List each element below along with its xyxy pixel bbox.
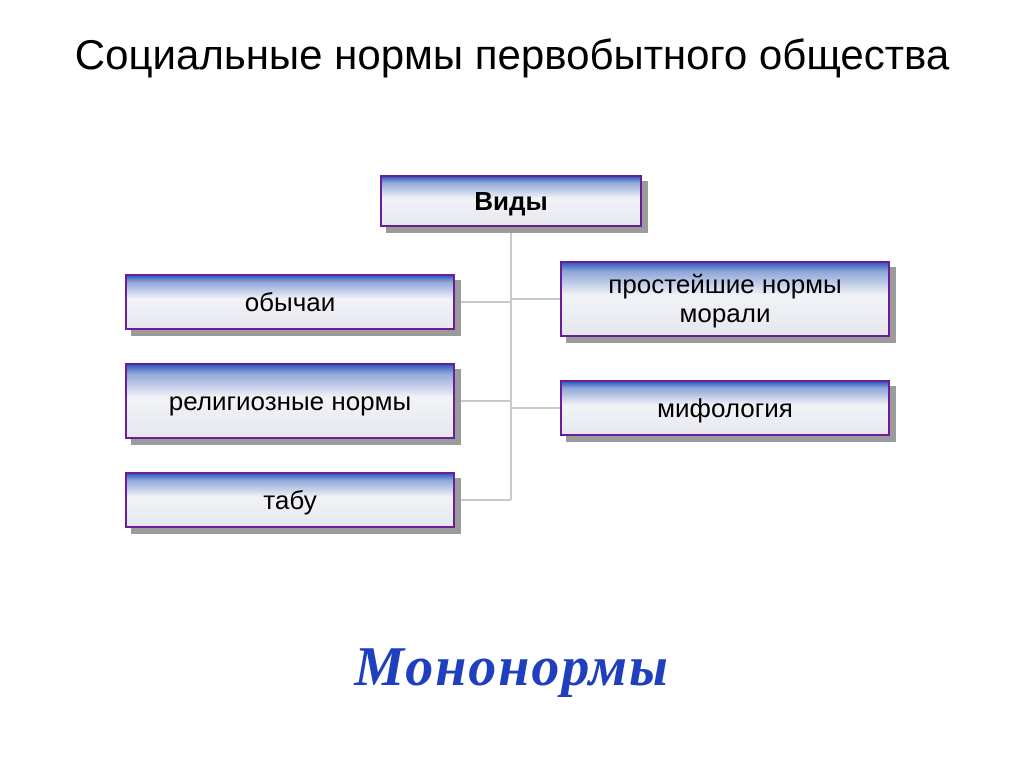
diagram-node-label: мифология — [562, 382, 888, 434]
diagram-node-label: простейшие нормы морали — [562, 263, 888, 335]
diagram-node-label: табу — [127, 474, 453, 526]
diagram-node-n1: обычаи — [125, 274, 455, 330]
diagram-node-n5: табу — [125, 472, 455, 528]
footer-label: Мононормы — [0, 635, 1024, 699]
diagram-node-root: Виды — [380, 175, 642, 227]
diagram-node-n2: простейшие нормы морали — [560, 261, 890, 337]
diagram-node-label: Виды — [382, 177, 640, 225]
diagram-node-label: религиозные нормы — [127, 365, 453, 437]
diagram-node-n4: мифология — [560, 380, 890, 436]
diagram-node-n3: религиозные нормы — [125, 363, 455, 439]
diagram-node-label: обычаи — [127, 276, 453, 328]
page-title: Социальные нормы первобытного общества — [0, 30, 1024, 80]
